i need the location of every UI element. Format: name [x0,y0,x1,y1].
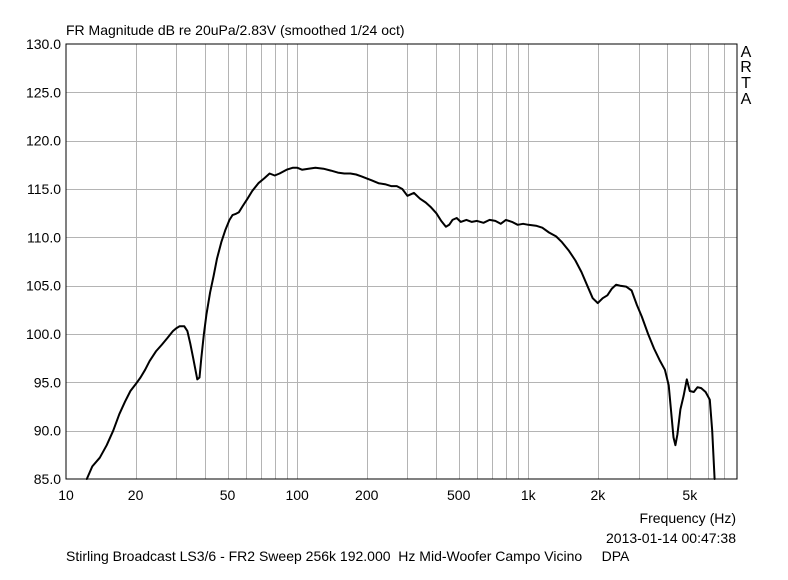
plot-frame [65,43,738,480]
y-tick-label: 85.0 [34,471,61,487]
y-tick-label: 95.0 [34,374,61,390]
y-tick-label: 105.0 [26,278,61,294]
x-tick-label: 1k [521,487,537,503]
x-tick-label: 20 [128,487,144,503]
x-tick-labels: 10 20 50 100 200 500 1k 2k 5k [58,487,698,503]
y-tick-label: 125.0 [26,84,61,100]
x-tick-label: 100 [285,487,309,503]
y-tick-label: 115.0 [27,181,61,197]
y-tick-label: 100.0 [26,326,61,342]
arta-watermark: A R T A [740,44,752,108]
x-tick-label: 5k [682,487,698,503]
y-tick-labels: 85.0 90.0 95.0 100.0 105.0 110.0 115.0 120.0 125… [26,36,61,487]
x-tick-label: 2k [590,487,606,503]
x-axis-label: Frequency (Hz) [640,510,736,526]
x-tick-label: 200 [355,487,379,503]
x-tick-label: 500 [447,487,471,503]
measurement-description: Stirling Broadcast LS3/6 - FR2 Sweep 256… [66,548,630,564]
y-tick-label: 130.0 [26,36,61,52]
x-tick-label: 10 [58,487,74,503]
y-tick-label: 110.0 [27,229,61,245]
watermark-letter: T [741,75,751,92]
watermark-letter: R [740,59,752,76]
grid-lines [66,44,737,479]
timestamp: 2013-01-14 00:47:38 [606,530,736,546]
watermark-letter: A [741,44,752,61]
y-tick-label: 120.0 [26,133,61,149]
chart-title: FR Magnitude dB re 20uPa/2.83V (smoothed… [66,22,405,38]
y-tick-label: 90.0 [34,423,61,439]
watermark-letter: A [741,91,752,108]
x-tick-label: 50 [220,487,236,503]
series-line [85,166,716,480]
